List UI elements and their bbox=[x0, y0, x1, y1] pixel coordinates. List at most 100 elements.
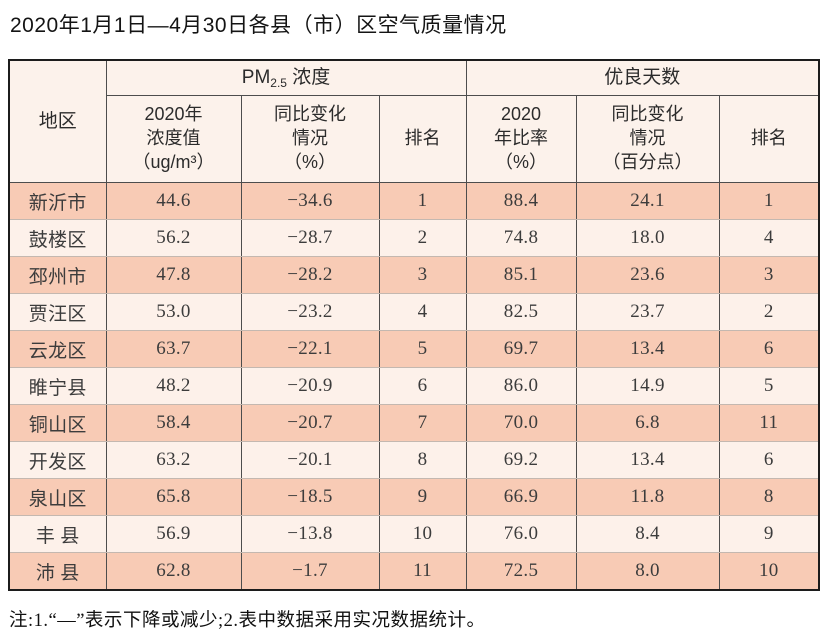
pm25-label-prefix: PM bbox=[241, 66, 271, 88]
good-days-ratio-cell: 76.0 bbox=[465, 515, 577, 553]
pm25-rank-header: 排名 bbox=[378, 95, 467, 183]
good-days-change-cell: 23.6 bbox=[575, 256, 720, 294]
good-days-change-cell: 18.0 bbox=[575, 219, 720, 257]
pm25-value-cell: 53.0 bbox=[105, 293, 242, 331]
good-days-change-cell: 6.8 bbox=[575, 404, 720, 442]
table-row: 铜山区 58.4 −20.7 7 70.0 6.8 11 bbox=[8, 404, 820, 442]
good-days-change-cell: 23.7 bbox=[575, 293, 720, 331]
good-days-ratio-cell: 86.0 bbox=[465, 367, 577, 405]
pm25-rank-cell: 9 bbox=[378, 478, 467, 516]
pm25-change-cell: −1.7 bbox=[240, 552, 380, 591]
pm25-value-cell: 56.2 bbox=[105, 219, 242, 257]
region-cell: 泉山区 bbox=[8, 478, 107, 516]
good-days-change-cell: 8.0 bbox=[575, 552, 720, 591]
table-row: 云龙区 63.7 −22.1 5 69.7 13.4 6 bbox=[8, 330, 820, 368]
region-header: 地区 bbox=[8, 59, 107, 183]
good-days-rank-cell: 6 bbox=[718, 441, 820, 479]
good-days-ratio-header: 2020 年比率 （%） bbox=[465, 95, 577, 183]
good-days-ratio-cell: 85.1 bbox=[465, 256, 577, 294]
region-cell: 沛 县 bbox=[8, 552, 107, 591]
table-row: 睢宁县 48.2 −20.9 6 86.0 14.9 5 bbox=[8, 367, 820, 405]
good-days-ratio-cell: 70.0 bbox=[465, 404, 577, 442]
pm25-value-cell: 48.2 bbox=[105, 367, 242, 405]
good-days-rank-cell: 8 bbox=[718, 478, 820, 516]
page: 2020年1月1日—4月30日各县（市）区空气质量情况 地区 PM2.5 浓度 … bbox=[0, 9, 825, 632]
pm25-change-cell: −23.2 bbox=[240, 293, 380, 331]
footnote: 注:1.“—”表示下降或减少;2.表中数据采用实况数据统计。 bbox=[9, 611, 486, 631]
region-cell: 云龙区 bbox=[8, 330, 107, 368]
table-row: 新沂市 44.6 −34.6 1 88.4 24.1 1 bbox=[8, 182, 820, 220]
air-quality-table: 地区 PM2.5 浓度 优良天数 2020年 浓度值 （ug/m³） 同比变化 … bbox=[8, 59, 821, 591]
good-days-group-header: 优良天数 bbox=[465, 59, 820, 96]
good-days-ratio-cell: 72.5 bbox=[465, 552, 577, 591]
pm25-change-cell: −20.7 bbox=[240, 404, 380, 442]
pm25-change-cell: −22.1 bbox=[240, 330, 380, 368]
pm25-rank-cell: 6 bbox=[378, 367, 467, 405]
pm25-value-cell: 62.8 bbox=[105, 552, 242, 591]
region-cell: 睢宁县 bbox=[8, 367, 107, 405]
region-cell: 贾汪区 bbox=[8, 293, 107, 331]
pm25-change-cell: −28.7 bbox=[240, 219, 380, 257]
good-days-ratio-cell: 88.4 bbox=[465, 182, 577, 220]
pm25-rank-cell: 3 bbox=[378, 256, 467, 294]
pm25-rank-cell: 4 bbox=[378, 293, 467, 331]
table-row: 泉山区 65.8 −18.5 9 66.9 11.8 8 bbox=[8, 478, 820, 516]
pm25-value-cell: 63.2 bbox=[105, 441, 242, 479]
pm25-value-cell: 58.4 bbox=[105, 404, 242, 442]
good-days-ratio-cell: 82.5 bbox=[465, 293, 577, 331]
table-row: 鼓楼区 56.2 −28.7 2 74.8 18.0 4 bbox=[8, 219, 820, 257]
pm25-label-suffix: 浓度 bbox=[286, 66, 331, 88]
pm25-change-cell: −20.9 bbox=[240, 367, 380, 405]
pm25-rank-cell: 7 bbox=[378, 404, 467, 442]
good-days-rank-cell: 5 bbox=[718, 367, 820, 405]
good-days-change-cell: 14.9 bbox=[575, 367, 720, 405]
good-days-change-cell: 8.4 bbox=[575, 515, 720, 553]
table-row: 邳州市 47.8 −28.2 3 85.1 23.6 3 bbox=[8, 256, 820, 294]
table-row: 开发区 63.2 −20.1 8 69.2 13.4 6 bbox=[8, 441, 820, 479]
pm25-change-cell: −13.8 bbox=[240, 515, 380, 553]
pm25-rank-cell: 10 bbox=[378, 515, 467, 553]
good-days-rank-cell: 4 bbox=[718, 219, 820, 257]
page-title: 2020年1月1日—4月30日各县（市）区空气质量情况 bbox=[10, 14, 507, 37]
good-days-change-cell: 13.4 bbox=[575, 330, 720, 368]
good-days-rank-cell: 2 bbox=[718, 293, 820, 331]
pm25-value-cell: 44.6 bbox=[105, 182, 242, 220]
good-days-rank-cell: 11 bbox=[718, 404, 820, 442]
pm25-label-subscript: 2.5 bbox=[270, 75, 287, 90]
table-body: 新沂市 44.6 −34.6 1 88.4 24.1 1 鼓楼区 56.2 −28.7 2 74.8 1… bbox=[8, 182, 820, 591]
good-days-rank-cell: 9 bbox=[718, 515, 820, 553]
good-days-ratio-cell: 74.8 bbox=[465, 219, 577, 257]
good-days-ratio-cell: 69.7 bbox=[465, 330, 577, 368]
good-days-change-cell: 13.4 bbox=[575, 441, 720, 479]
pm25-change-cell: −34.6 bbox=[240, 182, 380, 220]
good-days-rank-cell: 10 bbox=[718, 552, 820, 591]
good-days-ratio-cell: 66.9 bbox=[465, 478, 577, 516]
pm25-group-header: PM2.5 浓度 bbox=[105, 59, 467, 96]
pm25-change-cell: −20.1 bbox=[240, 441, 380, 479]
region-cell: 丰 县 bbox=[8, 515, 107, 553]
good-days-rank-header: 排名 bbox=[718, 95, 820, 183]
pm25-value-cell: 65.8 bbox=[105, 478, 242, 516]
good-days-change-header: 同比变化 情况 （百分点） bbox=[575, 95, 720, 183]
pm25-value-cell: 63.7 bbox=[105, 330, 242, 368]
pm25-rank-cell: 11 bbox=[378, 552, 467, 591]
pm25-change-cell: −18.5 bbox=[240, 478, 380, 516]
region-cell: 鼓楼区 bbox=[8, 219, 107, 257]
pm25-value-header: 2020年 浓度值 （ug/m³） bbox=[105, 95, 242, 183]
table-row: 贾汪区 53.0 −23.2 4 82.5 23.7 2 bbox=[8, 293, 820, 331]
region-cell: 铜山区 bbox=[8, 404, 107, 442]
pm25-rank-cell: 2 bbox=[378, 219, 467, 257]
region-cell: 新沂市 bbox=[8, 182, 107, 220]
pm25-change-header: 同比变化 情况 （%） bbox=[240, 95, 380, 183]
good-days-ratio-cell: 69.2 bbox=[465, 441, 577, 479]
header-sub-row: 2020年 浓度值 （ug/m³） 同比变化 情况 （%） 排名 2020 年比… bbox=[9, 95, 820, 183]
table-header: 地区 PM2.5 浓度 优良天数 2020年 浓度值 （ug/m³） 同比变化 … bbox=[8, 59, 820, 183]
pm25-value-cell: 56.9 bbox=[105, 515, 242, 553]
good-days-change-cell: 11.8 bbox=[575, 478, 720, 516]
good-days-change-cell: 24.1 bbox=[575, 182, 720, 220]
good-days-rank-cell: 6 bbox=[718, 330, 820, 368]
table-row: 沛 县 62.8 −1.7 11 72.5 8.0 10 bbox=[8, 552, 820, 591]
pm25-value-cell: 47.8 bbox=[105, 256, 242, 294]
pm25-rank-cell: 8 bbox=[378, 441, 467, 479]
region-cell: 开发区 bbox=[8, 441, 107, 479]
